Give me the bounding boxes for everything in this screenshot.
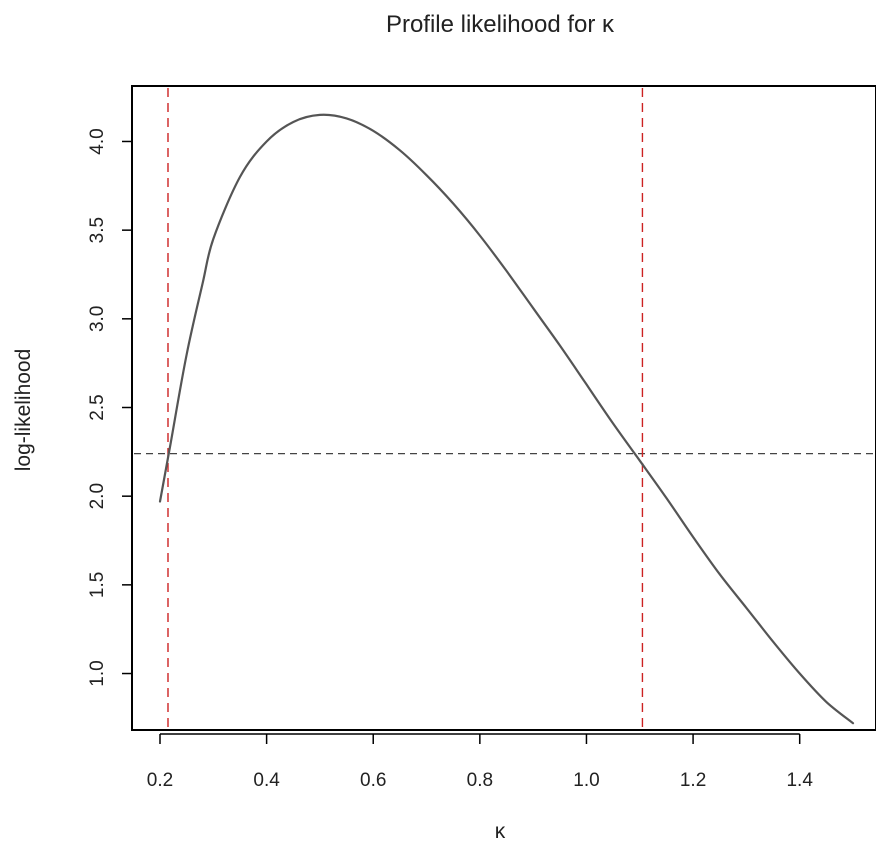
y-axis-label: log-likelihood [12,349,35,472]
y-tick-label: 3.5 [87,217,108,243]
y-axis: 1.0 1.5 2.0 2.5 3.0 3.5 4.0 [87,128,133,687]
y-tick-label: 1.5 [87,572,108,598]
y-tick-label: 2.0 [87,483,108,509]
x-tick-label: 0.4 [253,770,280,791]
x-tick-label: 1.0 [573,770,599,791]
y-tick-label: 4.0 [87,128,108,154]
y-tick-label: 2.5 [87,394,108,420]
plot-frame [131,85,876,731]
x-axis-label: κ [495,820,506,843]
x-tick-label: 0.2 [147,770,173,791]
x-tick-label: 1.2 [680,770,706,791]
x-tick-label: 0.8 [467,770,493,791]
x-tick-label: 1.4 [786,770,813,791]
reference-lines [134,88,874,728]
series-group [158,113,855,725]
x-tick-label: 0.6 [360,770,386,791]
y-tick-label: 1.0 [87,660,108,686]
profile-likelihood-line [158,113,855,725]
x-axis: 0.2 0.4 0.6 0.8 1.0 1.2 1.4 [147,733,813,791]
chart-title: Profile likelihood for κ [386,11,615,38]
y-tick-label: 3.0 [87,306,108,332]
